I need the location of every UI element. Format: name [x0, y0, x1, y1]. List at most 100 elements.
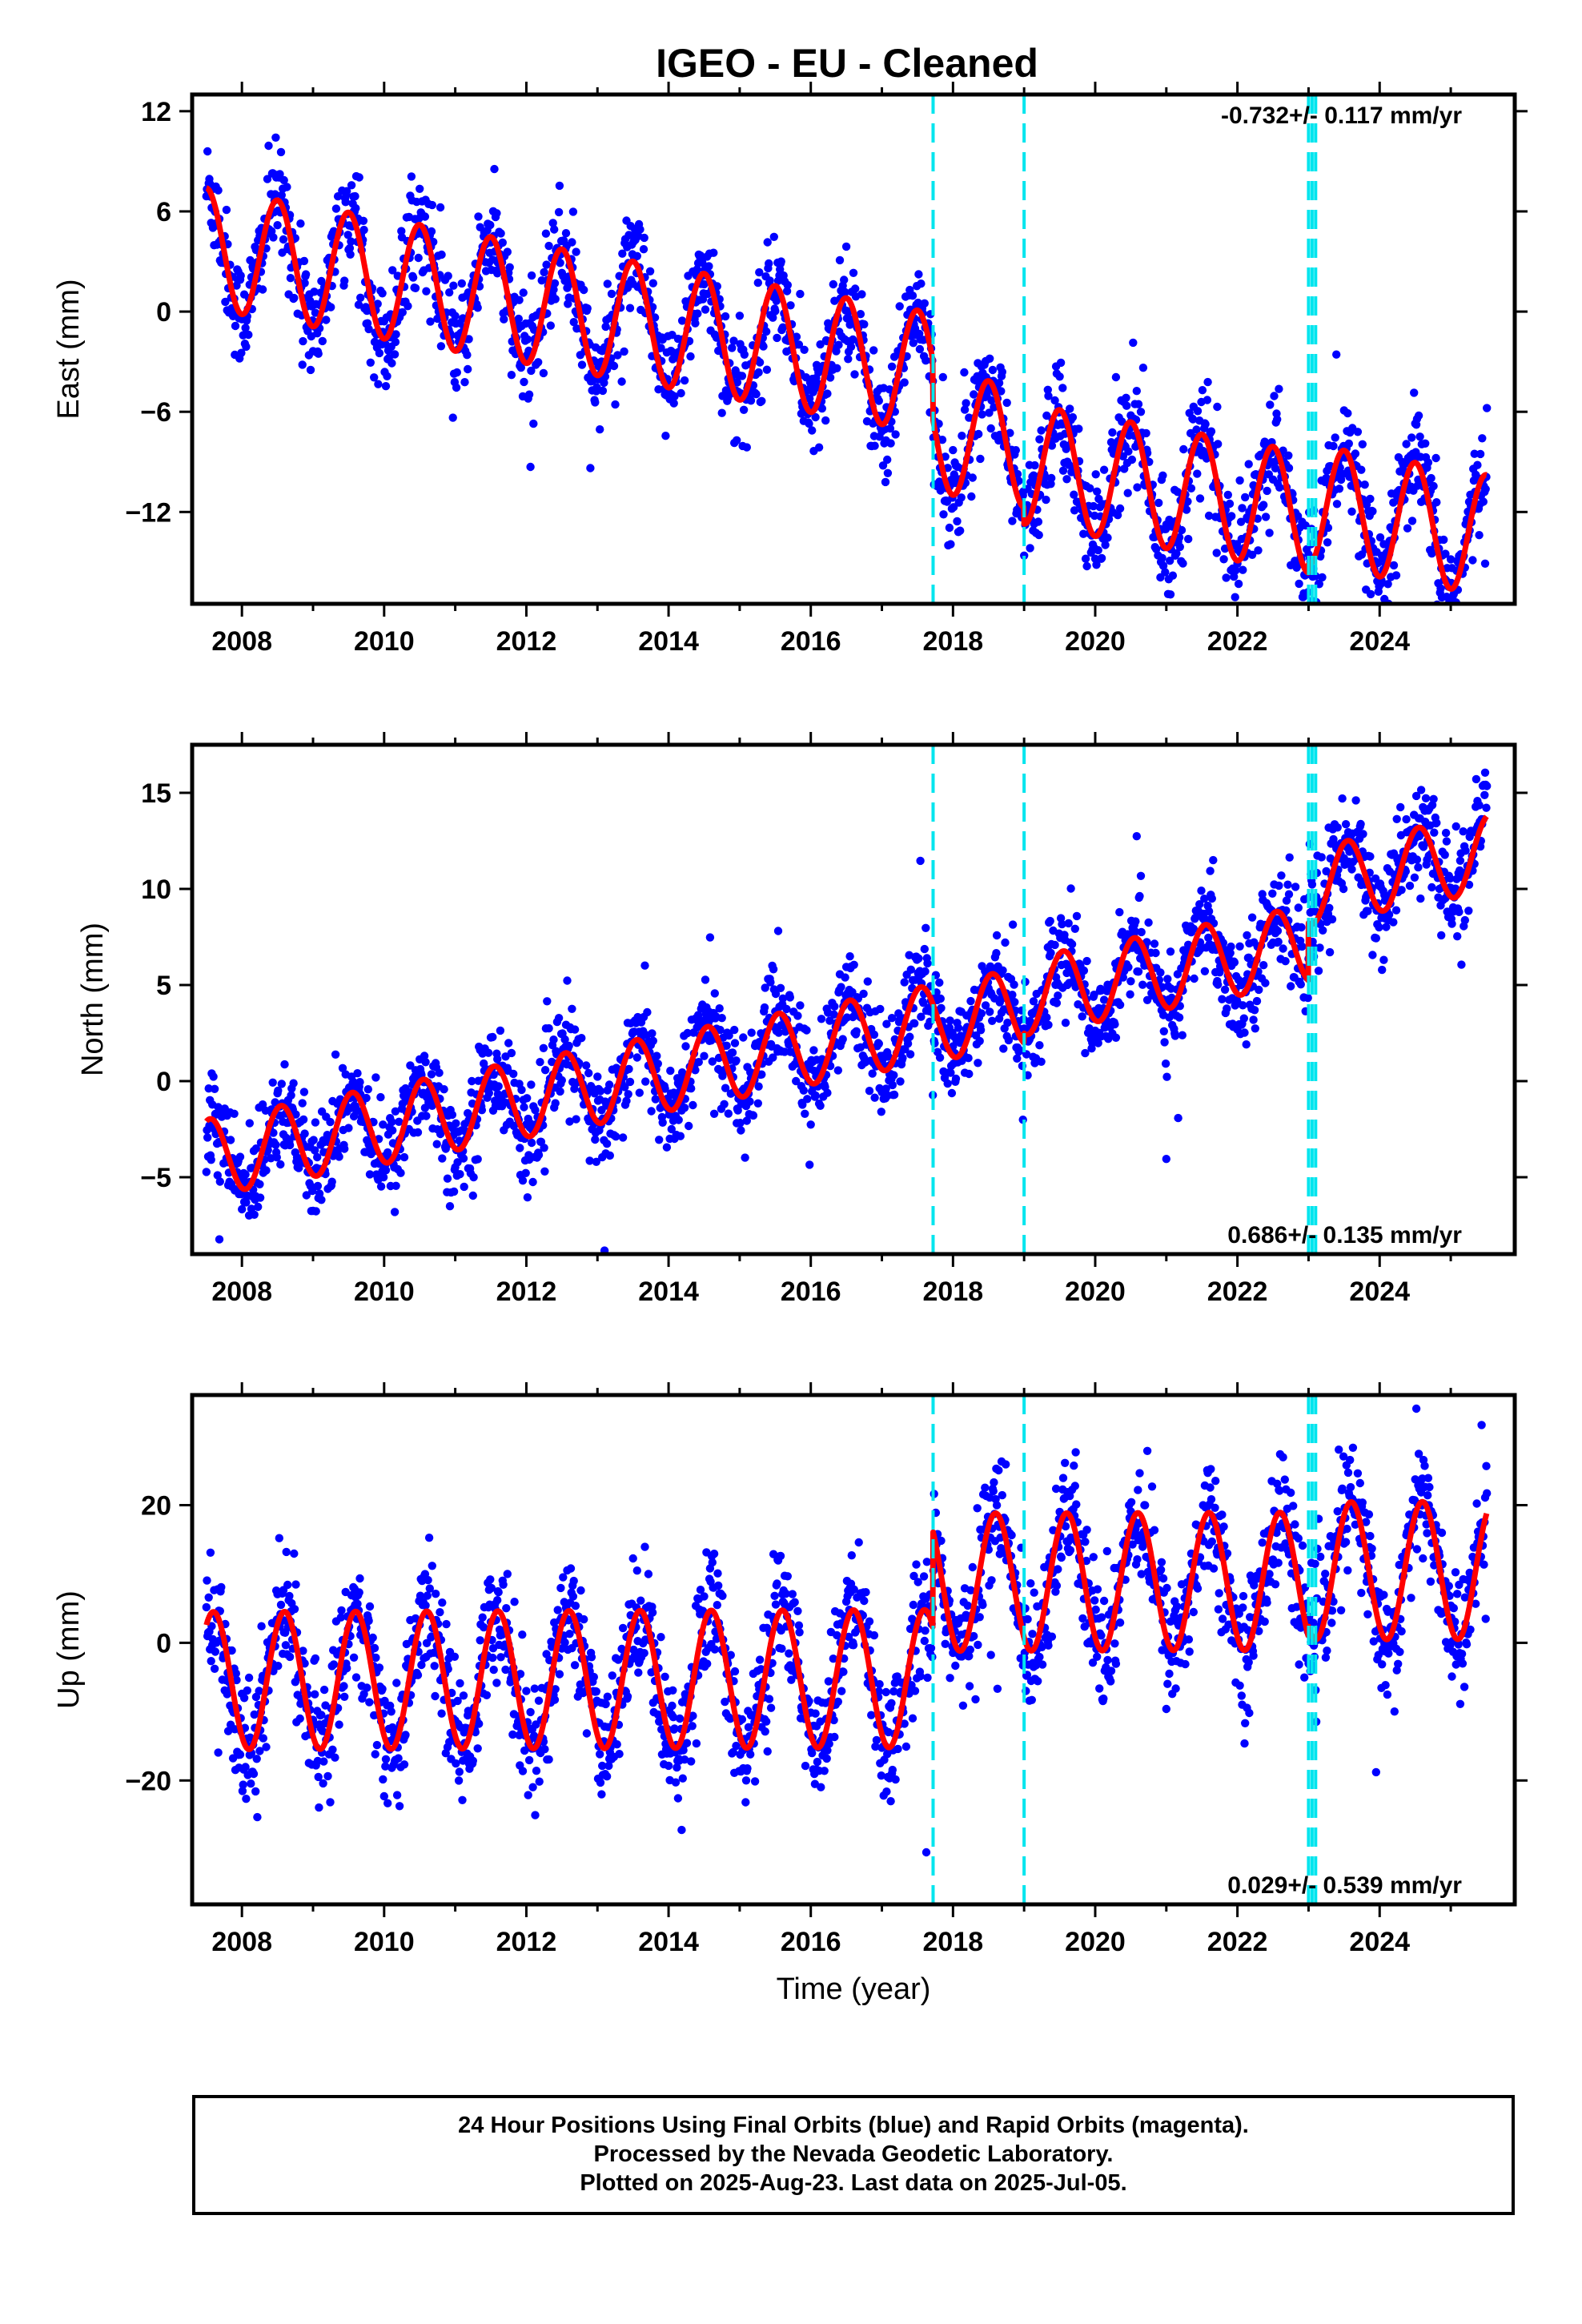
data-point — [1234, 579, 1243, 589]
data-point — [1441, 549, 1450, 558]
data-point — [215, 1177, 224, 1186]
data-point — [1204, 511, 1214, 521]
data-point — [1459, 827, 1468, 836]
data-point — [556, 259, 564, 267]
data-point — [693, 309, 702, 318]
data-point — [1323, 523, 1333, 533]
data-point — [1091, 470, 1100, 479]
data-point — [1099, 465, 1109, 474]
data-point — [1010, 980, 1018, 989]
data-point — [754, 368, 763, 377]
data-point — [1303, 607, 1311, 615]
data-point — [856, 310, 865, 319]
data-point — [1223, 490, 1233, 500]
data-point — [1482, 803, 1491, 812]
data-point — [715, 1004, 724, 1013]
data-point — [834, 340, 843, 349]
data-point — [1089, 501, 1098, 511]
data-point — [276, 1160, 285, 1169]
data-point — [526, 462, 535, 472]
data-point — [356, 293, 365, 302]
data-point — [582, 1061, 591, 1070]
data-point — [222, 205, 231, 215]
data-point — [603, 279, 612, 288]
data-point — [645, 267, 655, 275]
data-point — [720, 1100, 729, 1109]
data-point — [396, 1168, 405, 1177]
data-point — [1204, 907, 1214, 916]
data-point — [1001, 938, 1010, 947]
x-tick-label: 2014 — [638, 1277, 699, 1307]
data-point — [484, 1048, 493, 1057]
data-point — [424, 1575, 432, 1585]
data-point — [975, 1036, 984, 1046]
data-point — [458, 1795, 467, 1804]
data-point — [379, 1120, 387, 1129]
data-point — [391, 330, 400, 339]
data-point — [814, 443, 824, 452]
data-point — [203, 1133, 212, 1142]
data-point — [391, 1107, 400, 1116]
data-point — [1453, 932, 1462, 941]
data-point — [1379, 955, 1388, 964]
data-point — [762, 365, 772, 374]
data-point — [319, 1779, 327, 1788]
data-point — [625, 231, 634, 239]
data-point — [1126, 977, 1135, 986]
data-point — [333, 192, 343, 201]
data-point — [387, 1117, 396, 1127]
data-point — [473, 1155, 482, 1164]
data-point — [998, 368, 1007, 376]
data-point — [311, 1118, 320, 1127]
data-point — [400, 1760, 409, 1769]
data-point — [1437, 931, 1446, 940]
data-point — [388, 1126, 397, 1135]
data-point — [1156, 968, 1165, 977]
data-point — [327, 1177, 336, 1186]
data-point — [255, 1193, 265, 1202]
y-tick-label: 0 — [156, 297, 171, 328]
data-point — [946, 540, 955, 549]
model-fit-line — [203, 814, 1489, 1192]
data-point — [1042, 495, 1050, 505]
data-point — [1008, 991, 1017, 999]
data-point — [823, 1088, 832, 1097]
data-point — [730, 1025, 739, 1035]
data-point — [765, 259, 773, 268]
data-point — [352, 1106, 361, 1116]
data-point — [945, 523, 954, 533]
data-point — [728, 1048, 737, 1057]
data-point — [1008, 517, 1017, 525]
data-point — [498, 238, 507, 247]
data-point — [1093, 487, 1102, 496]
x-tick-label: 2016 — [781, 1277, 841, 1307]
data-point — [279, 235, 288, 244]
data-point — [1044, 392, 1053, 400]
data-point — [885, 424, 895, 433]
data-point — [986, 1007, 994, 1016]
data-point — [1470, 449, 1479, 458]
data-point — [1154, 498, 1163, 508]
data-point — [1353, 428, 1363, 436]
data-point — [549, 1035, 558, 1044]
data-point — [782, 287, 792, 296]
data-point — [1254, 546, 1263, 555]
data-point — [841, 287, 849, 297]
data-point — [311, 1146, 319, 1155]
data-point — [639, 245, 648, 254]
data-point — [821, 416, 830, 425]
data-point — [1378, 965, 1387, 975]
data-point — [1235, 942, 1244, 951]
data-point — [464, 364, 472, 374]
data-point — [1138, 980, 1147, 989]
data-point — [431, 1691, 440, 1701]
data-point — [1225, 499, 1235, 509]
data-point — [271, 133, 280, 142]
data-point — [1415, 432, 1424, 441]
data-point — [1062, 475, 1071, 484]
data-point — [391, 1181, 400, 1191]
data-point — [966, 996, 975, 1006]
data-point — [427, 227, 436, 236]
data-point — [805, 1160, 814, 1169]
data-point — [792, 332, 801, 341]
